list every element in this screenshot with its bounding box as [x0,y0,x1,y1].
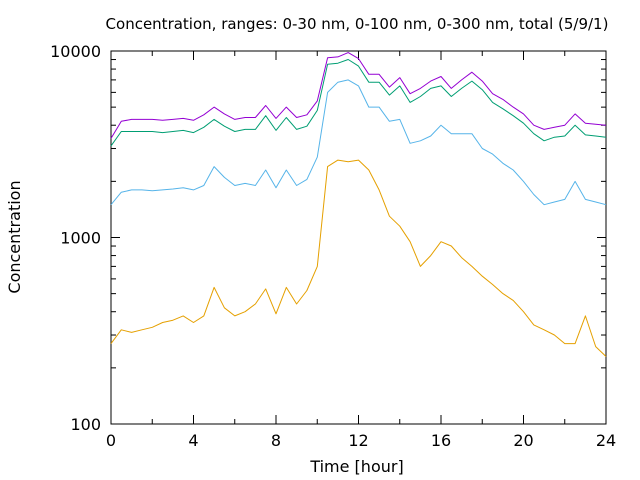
x-tick-label: 8 [271,431,281,450]
y-axis-label: Concentration [5,180,24,293]
x-axis-label: Time [hour] [309,457,403,476]
x-tick-label: 12 [348,431,368,450]
y-tick-label: 10000 [50,42,101,61]
plot-frame [110,50,607,425]
x-tick-label: 16 [431,431,451,450]
series-line-1 [110,79,607,206]
series-line-0 [110,159,607,357]
x-tick-label: 0 [106,431,116,450]
series-line-2 [110,59,607,147]
chart-title: Concentration, ranges: 0-30 nm, 0-100 nm… [106,15,609,33]
x-tick-label: 4 [188,431,198,450]
series-line-3 [110,52,607,139]
x-tick-label: 20 [513,431,533,450]
y-tick-label: 100 [70,415,101,434]
x-tick-label: 24 [596,431,616,450]
y-tick-label: 1000 [60,229,101,248]
plot-area: 0 4 8 12 16 20 24 100 1000 10000 [50,42,616,450]
